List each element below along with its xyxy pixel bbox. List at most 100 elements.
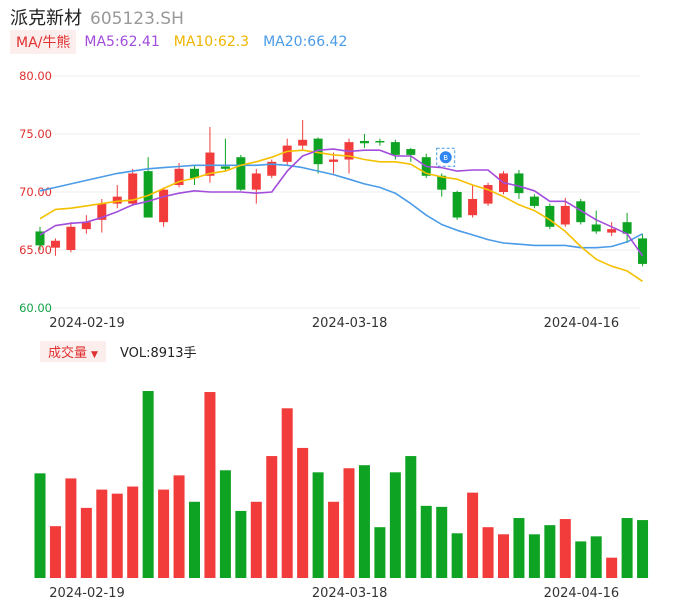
candle [545, 203, 555, 230]
volume-bar [358, 465, 370, 578]
ma-legend: MA/牛熊 MA5:62.41 MA10:62.3 MA20:66.42 [10, 30, 347, 54]
candle-body [267, 161, 277, 176]
candle [298, 120, 308, 151]
candle-body [591, 224, 601, 232]
candle [190, 165, 199, 186]
candle-body [329, 159, 339, 162]
candle [514, 169, 524, 199]
candle [50, 238, 60, 256]
volume-bar [420, 505, 432, 578]
volume-bar [158, 489, 170, 578]
volume-bar [343, 468, 355, 578]
volume-bar [328, 501, 340, 578]
candle-body [437, 175, 447, 190]
marker-dot [439, 151, 452, 164]
candle-body [514, 173, 524, 194]
candle [313, 137, 323, 174]
volume-bar [111, 493, 123, 578]
candle-body [205, 152, 215, 176]
price-x-axis: 2024-02-19 2024-03-18 2024-04-16 [49, 316, 619, 331]
candle [267, 159, 277, 179]
candle-body [483, 185, 493, 204]
volume-bar [266, 456, 278, 578]
y-tick-label: 75.00 [19, 127, 52, 141]
candle-body [159, 189, 169, 223]
volume-bar [204, 392, 216, 578]
candle-body [452, 192, 462, 218]
caret-down-icon: ▼ [91, 349, 98, 360]
candle [591, 210, 601, 234]
candle-body [35, 231, 45, 246]
candle [359, 134, 369, 148]
volume-bar [96, 489, 108, 578]
ma5-legend: MA5:62.41 [84, 34, 160, 50]
volume-bar [405, 456, 417, 578]
candle [468, 185, 478, 218]
candle-body [81, 222, 91, 230]
volume-bar [559, 519, 571, 578]
marker-frame [436, 147, 456, 167]
candle-body [406, 149, 416, 155]
candle [236, 154, 246, 191]
candle [529, 194, 539, 209]
candle-body [220, 166, 230, 169]
candle [220, 138, 230, 172]
candle [81, 215, 91, 234]
volume-bar [575, 541, 587, 578]
x-tick-label: 2024-04-16 [544, 586, 620, 601]
volume-bar [513, 518, 525, 578]
volume-legend: 成交量 ▼ VOL:8913手 [40, 340, 197, 362]
volume-bar [34, 473, 46, 578]
candle [622, 212, 632, 244]
candle [406, 147, 416, 162]
signal-marker: B [436, 147, 456, 167]
volume-bar [80, 507, 92, 578]
volume-bar [451, 533, 463, 578]
stock-header: 派克新材 605123.SH [10, 4, 184, 29]
candle-body [298, 139, 308, 146]
candle-body [251, 173, 261, 190]
ma-selector-button[interactable]: MA/牛熊 [10, 30, 77, 54]
candle [607, 222, 617, 237]
volume-bar [389, 472, 401, 578]
candle-body [375, 140, 385, 143]
candle-body [174, 168, 184, 186]
candle [576, 198, 586, 225]
volume-bar [528, 534, 540, 578]
candle [560, 197, 570, 227]
candle-body [576, 201, 586, 223]
volume-bar [498, 534, 509, 578]
volume-bar [621, 518, 633, 578]
candle [97, 198, 107, 233]
candle-body [128, 173, 138, 204]
candle-body [313, 138, 323, 165]
candle-body [390, 142, 400, 155]
volume-bar [606, 557, 618, 578]
candle [483, 182, 493, 206]
volume-bar [49, 526, 61, 578]
volume-bar [235, 510, 247, 578]
volume-bar [482, 527, 494, 578]
x-tick-label: 2024-02-19 [49, 586, 125, 601]
x-tick-label: 2024-03-18 [312, 316, 388, 331]
volume-indicator-selector[interactable]: 成交量 ▼ [40, 340, 106, 362]
y-tick-label: 60.00 [19, 301, 52, 315]
candle-body [468, 198, 478, 216]
candle [35, 226, 45, 250]
volume-bar [173, 475, 185, 578]
candle-body [66, 226, 76, 250]
stock-code: 605123.SH [90, 9, 184, 29]
volume-value: VOL:8913手 [119, 345, 197, 361]
ma10-legend: MA10:62.3 [173, 34, 250, 50]
volume-bar [544, 525, 556, 578]
volume-bar [281, 408, 293, 578]
candle [375, 138, 385, 146]
volume-bar [65, 478, 77, 578]
price-grid [40, 75, 640, 309]
volume-bar [297, 447, 309, 578]
volume-bar [467, 492, 479, 578]
candle-body [190, 168, 199, 179]
y-tick-label: 65.00 [19, 243, 52, 257]
volume-label: 成交量 [48, 345, 88, 361]
